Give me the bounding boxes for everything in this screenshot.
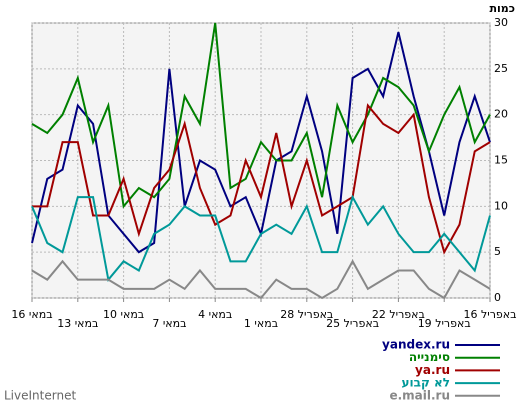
y-tick-label: 25 [494,62,508,75]
y-tick-label: 15 [494,154,508,167]
x-tick-label: 28 באפריל [280,308,333,321]
series-line [32,103,491,255]
y-tick-label: 10 [494,199,508,212]
x-tick-label: 25 באפריל [326,317,379,330]
series-line [31,259,491,300]
x-tick-label: 16 באפריל [463,308,516,321]
x-tick-label: 16 במאי [11,308,52,321]
x-tick-label: 7 במאי [152,317,186,330]
legend-label: e.mail.ru [389,388,450,402]
series-line [31,22,491,209]
x-tick-label: 19 באפריל [418,317,471,330]
x-tick-label: 1 במאי [244,317,278,330]
x-tick-label: 4 במאי [198,308,232,321]
y-tick-label: 30 [494,16,508,29]
x-tick-label: 22 באפריל [372,308,425,321]
legend-label: סימנייה [409,350,450,364]
y-axis-label: כמות [490,2,515,15]
x-tick-label: 13 במאי [57,317,98,330]
y-tick-label: 5 [494,245,501,258]
footer: LiveInternet [4,389,76,403]
legend-label: yandex.ru [382,338,450,352]
x-tick-label: 10 במאי [103,308,144,321]
legend-label: לא קבוע [402,376,450,390]
legend-label: ya.ru [415,363,450,377]
y-tick-label: 0 [494,291,501,304]
y-tick-label: 20 [494,108,508,121]
